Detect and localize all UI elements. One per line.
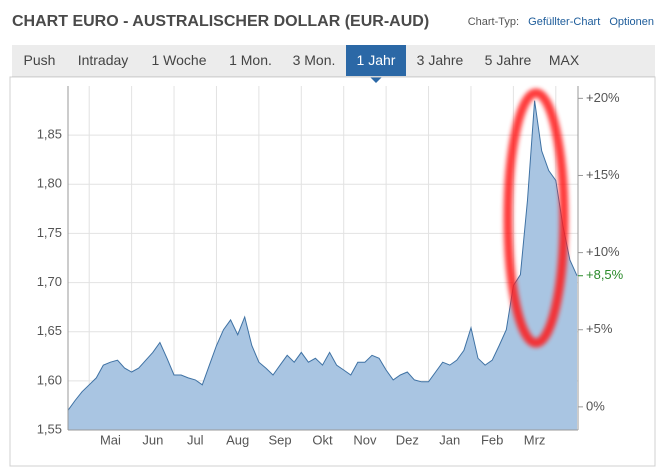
period-tabs: Push Intraday 1 Woche 1 Mon. 3 Mon. 1 Jahr 3 J… xyxy=(12,45,655,83)
page-title: CHART EURO - AUSTRALISCHER DOLLAR (EUR-A… xyxy=(12,13,430,30)
chart-type-bar: Chart-Typ: Gefüllter-Chart Optionen xyxy=(468,16,654,28)
chart-frame xyxy=(9,76,656,467)
period-tab[interactable]: 3 Jahre xyxy=(416,52,464,68)
x-tick-label: Dez xyxy=(396,432,419,447)
y-tick-label: 1,70 xyxy=(37,274,62,289)
period-tab[interactable]: 1 Woche xyxy=(151,52,207,68)
x-tick-label: Mai xyxy=(100,432,121,447)
period-tab[interactable]: MAX xyxy=(548,52,580,68)
area xyxy=(68,100,577,430)
x-tick-label: Jan xyxy=(439,432,460,447)
x-tick-label: Aug xyxy=(226,432,249,447)
y-tick-label: 1,85 xyxy=(37,127,62,142)
x-tick-label: Okt xyxy=(312,432,333,447)
period-tab[interactable]: 1 Jahr xyxy=(346,45,406,83)
options-link[interactable]: Optionen xyxy=(609,16,654,28)
y-tick-label: 1,60 xyxy=(37,372,62,387)
period-tab[interactable]: Push xyxy=(23,52,56,68)
x-tick-label: Jun xyxy=(142,432,163,447)
y2-tick-label: +20% xyxy=(586,90,620,105)
x-tick-label: Sep xyxy=(269,432,292,447)
x-tick-label: Jul xyxy=(187,432,204,447)
chart-type-link[interactable]: Gefüllter-Chart xyxy=(528,16,601,28)
y-tick-label: 1,65 xyxy=(37,323,62,338)
line xyxy=(67,100,578,411)
y-tick-label: 1,75 xyxy=(37,225,62,240)
highlight-ellipse xyxy=(503,88,569,348)
period-tab[interactable]: 3 Mon. xyxy=(292,52,336,68)
period-tab[interactable]: 1 Mon. xyxy=(229,52,272,68)
x-tick-label: Feb xyxy=(481,432,503,447)
period-tab[interactable]: Intraday xyxy=(77,52,129,68)
chart-type-label: Chart-Typ: xyxy=(467,16,520,28)
y2-tick-label: +15% xyxy=(586,167,620,182)
period-tab[interactable]: 5 Jahre xyxy=(484,52,532,68)
x-tick-label: Nov xyxy=(353,432,377,447)
y-tick-label: 1,55 xyxy=(37,421,62,436)
y2-tick-label: 0% xyxy=(586,398,605,413)
plot: 1,55 1,60 1,65 1,70 1,75 1,80 1,85 Mai Jun Jul Aug… xyxy=(37,86,624,447)
y2-tick-label: +5% xyxy=(586,321,613,336)
y2-tick-label: +10% xyxy=(586,244,620,259)
x-tick-label: Mrz xyxy=(524,432,546,447)
current-label: +8,5% xyxy=(586,267,624,282)
y-tick-label: 1,80 xyxy=(37,176,62,191)
